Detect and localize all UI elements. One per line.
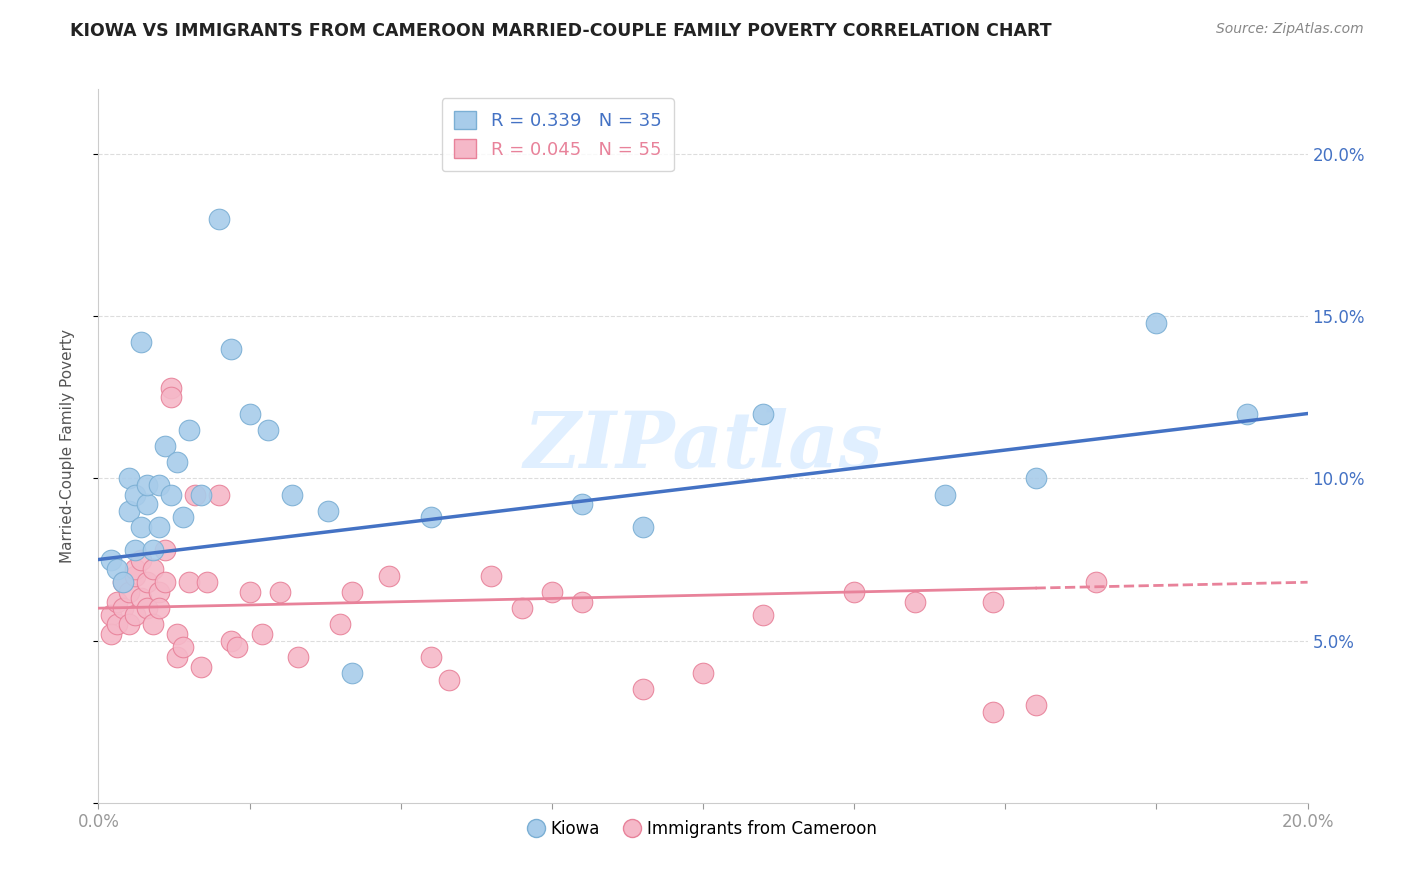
Point	[510, 601, 533, 615]
Point	[904, 595, 927, 609]
Point	[239, 407, 262, 421]
Point	[100, 607, 122, 622]
Point	[124, 607, 146, 622]
Point	[111, 575, 134, 590]
Point	[153, 575, 176, 590]
Point	[124, 562, 146, 576]
Point	[195, 575, 218, 590]
Point	[1144, 316, 1167, 330]
Point	[129, 591, 152, 606]
Point	[250, 627, 273, 641]
Point	[1024, 471, 1046, 485]
Point	[377, 568, 399, 582]
Point	[571, 497, 593, 511]
Text: ZIPatlas: ZIPatlas	[523, 408, 883, 484]
Point	[148, 478, 170, 492]
Point	[420, 649, 443, 664]
Point	[1024, 698, 1046, 713]
Point	[124, 568, 146, 582]
Point	[129, 552, 152, 566]
Point	[844, 585, 866, 599]
Point	[148, 585, 170, 599]
Point	[111, 575, 134, 590]
Point	[540, 585, 562, 599]
Point	[631, 520, 654, 534]
Point	[190, 488, 212, 502]
Point	[752, 407, 775, 421]
Point	[631, 682, 654, 697]
Point	[160, 488, 183, 502]
Point	[221, 342, 243, 356]
Point	[118, 504, 141, 518]
Text: KIOWA VS IMMIGRANTS FROM CAMEROON MARRIED-COUPLE FAMILY POVERTY CORRELATION CHAR: KIOWA VS IMMIGRANTS FROM CAMEROON MARRIE…	[70, 22, 1052, 40]
Point	[129, 520, 152, 534]
Point	[166, 627, 188, 641]
Point	[129, 335, 152, 350]
Point	[179, 423, 201, 437]
Point	[135, 497, 157, 511]
Point	[142, 542, 165, 557]
Point	[437, 673, 460, 687]
Point	[184, 488, 207, 502]
Point	[135, 575, 157, 590]
Point	[172, 640, 194, 654]
Point	[142, 617, 165, 632]
Point	[118, 471, 141, 485]
Point	[571, 595, 593, 609]
Point	[692, 666, 714, 681]
Point	[420, 510, 443, 524]
Point	[342, 585, 364, 599]
Point	[100, 627, 122, 641]
Point	[118, 617, 141, 632]
Point	[1085, 575, 1108, 590]
Point	[100, 552, 122, 566]
Point	[160, 390, 183, 404]
Point	[316, 504, 339, 518]
Legend: Kiowa, Immigrants from Cameroon: Kiowa, Immigrants from Cameroon	[523, 814, 883, 845]
Point	[190, 659, 212, 673]
Point	[981, 595, 1004, 609]
Point	[142, 562, 165, 576]
Point	[153, 542, 176, 557]
Point	[934, 488, 956, 502]
Point	[256, 423, 278, 437]
Point	[105, 617, 128, 632]
Point	[105, 595, 128, 609]
Point	[342, 666, 364, 681]
Point	[226, 640, 249, 654]
Text: Source: ZipAtlas.com: Source: ZipAtlas.com	[1216, 22, 1364, 37]
Point	[135, 478, 157, 492]
Point	[329, 617, 352, 632]
Point	[981, 705, 1004, 719]
Point	[160, 381, 183, 395]
Point	[148, 601, 170, 615]
Point	[148, 520, 170, 534]
Point	[752, 607, 775, 622]
Point	[208, 211, 231, 226]
Y-axis label: Married-Couple Family Poverty: Married-Couple Family Poverty	[60, 329, 75, 563]
Point	[124, 488, 146, 502]
Point	[166, 455, 188, 469]
Point	[1236, 407, 1258, 421]
Point	[172, 510, 194, 524]
Point	[105, 562, 128, 576]
Point	[208, 488, 231, 502]
Point	[166, 649, 188, 664]
Point	[153, 439, 176, 453]
Point	[118, 585, 141, 599]
Point	[287, 649, 309, 664]
Point	[269, 585, 291, 599]
Point	[221, 633, 243, 648]
Point	[111, 601, 134, 615]
Point	[179, 575, 201, 590]
Point	[135, 601, 157, 615]
Point	[281, 488, 304, 502]
Point	[481, 568, 503, 582]
Point	[239, 585, 262, 599]
Point	[124, 542, 146, 557]
